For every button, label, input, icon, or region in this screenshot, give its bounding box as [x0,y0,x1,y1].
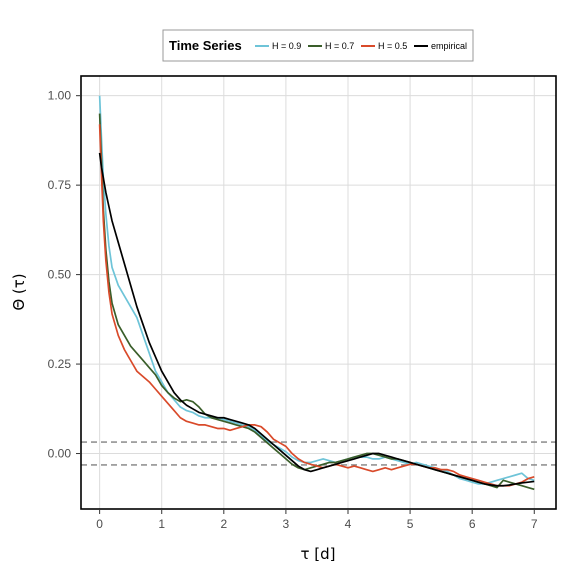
x-tick-label: 1 [158,517,165,531]
x-tick-label: 5 [407,517,414,531]
series-line-empirical [98,152,535,487]
legend-items: H = 0.9 H = 0.7 H = 0.5 empirical [255,41,467,51]
y-tick-label: 0.75 [48,178,72,192]
legend-label: H = 0.9 [272,41,301,51]
x-tick-label: 2 [220,517,227,531]
axis-ticks: 0 1 2 3 4 5 6 7 0.00 0.25 0.50 0.75 1.00 [48,89,538,531]
grid [81,76,556,509]
y-tick-label: 0.25 [48,357,72,371]
series-line-h-0-7 [98,113,535,491]
x-tick-label: 7 [531,517,538,531]
x-tick-label: 3 [283,517,290,531]
series-line-h-0-5 [98,124,535,487]
x-tick-label: 0 [96,517,103,531]
x-tick-label: 4 [345,517,352,531]
y-axis-title: Θ (τ) [10,273,28,310]
legend-label: H = 0.5 [378,41,407,51]
y-tick-label: 0.50 [48,268,72,282]
legend: Time Series H = 0.9 H = 0.7 H = 0.5 empiric… [162,29,474,62]
reference-lines [81,441,556,466]
plot-frame [80,75,557,510]
legend-title: Time Series [169,38,242,53]
series-lines [98,95,535,491]
y-tick-label: 1.00 [48,89,72,103]
legend-label: H = 0.7 [325,41,354,51]
y-tick-label: 0.00 [48,447,72,461]
x-tick-label: 6 [469,517,476,531]
series-line-h-0-9 [98,95,535,485]
legend-label: empirical [431,41,467,51]
x-axis-title: τ [d] [300,545,335,563]
